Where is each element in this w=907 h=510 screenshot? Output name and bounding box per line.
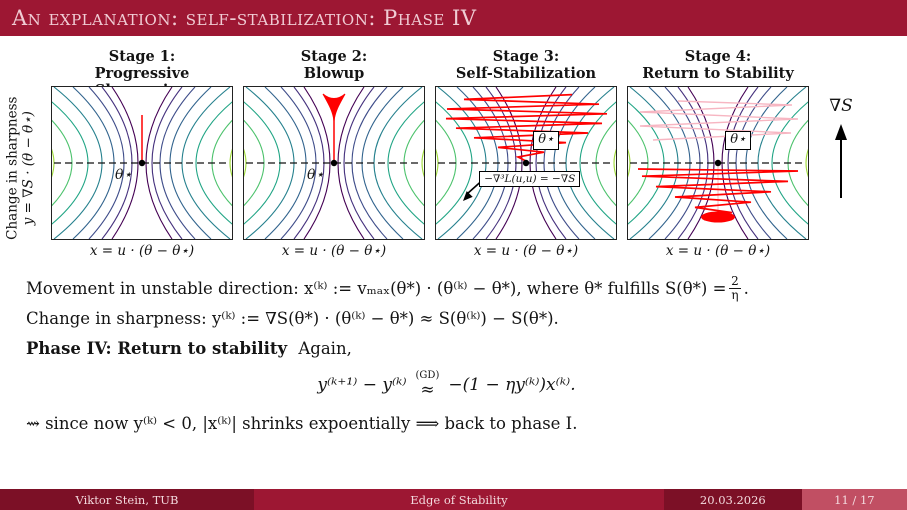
panel-4-subtitle: Return to Stability [642,65,794,83]
panel-stage-1: Stage 1: Progressive Sharpening θ⋆ x = u… [51,48,233,259]
movement-definition-line: Movement in unstable direction: x⁽ᵏ⁾ := … [26,274,907,303]
figure-row: Change in sharpness y = ∇S · (θ − θ⋆) St… [0,48,907,259]
panel-2-stage: Stage 2: [300,48,368,65]
panel-3-stage: Stage 3: [492,48,560,65]
phase-iv-rest: Again, [298,339,352,359]
theta-star-label-1: θ⋆ [115,167,133,183]
contour-plot-3 [436,87,616,239]
slide-header: An explanation: self-stabilization: Phas… [0,0,907,36]
panel-2-subtitle: Blowup [303,65,365,83]
sharpness-definition-line: Change in sharpness: y⁽ᵏ⁾ := ∇S(θ*) · (θ… [26,309,559,329]
approx-relation: (GD) ≈ [416,371,440,399]
equation-lhs: y⁽ᵏ⁺¹⁾ − y⁽ᵏ⁾ [317,375,407,396]
y-axis-label-text: Change in sharpness [4,96,21,240]
panel-3-subtitle: Self-Stabilization [455,65,597,83]
x-axis-label-2: x = u · (θ − θ⋆) [281,243,387,259]
panel-stage-4: Stage 4: Return to Stability θ⋆ x = u · … [627,48,809,259]
up-arrow-icon [835,124,847,198]
conclusion-line: ⇝ since now y⁽ᵏ⁾ < 0, |x⁽ᵏ⁾| shrinks exp… [26,414,578,434]
panel-2-plot: θ⋆ [243,86,425,240]
theta-star-label-2: θ⋆ [307,167,325,183]
x-axis-label-3: x = u · (θ − θ⋆) [473,243,579,259]
equation-rhs: −(1 − ηy⁽ᵏ⁾)x⁽ᵏ⁾. [448,375,576,396]
approx-symbol: ≈ [420,380,435,401]
panel-1-title: Stage 1: Progressive Sharpening [51,48,233,99]
fraction-denominator: η [729,288,741,303]
footer-bar: Viktor Stein, TUB Edge of Stability 20.0… [0,489,907,510]
footer-page-number: 11 / 17 [801,489,907,510]
gradient-direction: ∇S [814,48,868,259]
phase-iv-heading: Phase IV: Return to stability [26,339,288,359]
footer-date: 20.03.2026 [663,489,802,510]
panel-2-title: Stage 2: Blowup [301,48,367,86]
slide-title: An explanation: self-stabilization: Phas… [12,6,477,30]
gd-update-equation: y⁽ᵏ⁺¹⁾ − y⁽ᵏ⁾ (GD) ≈ −(1 − ηy⁽ᵏ⁾)x⁽ᵏ⁾. [26,371,907,399]
contour-plot-1 [52,87,232,239]
panel-stage-3: Stage 3: Self-Stabilization θ⋆ −∇³L(u,u)… [435,48,617,259]
panel-4-stage: Stage 4: [684,48,752,65]
contour-plot-4 [628,87,808,239]
y-axis-label: Change in sharpness y = ∇S · (θ − θ⋆) [0,90,44,246]
phase-iv-line: Phase IV: Return to stability Again, [26,339,907,358]
footer-author: Viktor Stein, TUB [0,489,254,510]
footer-short-title: Edge of Stability [253,489,664,510]
panel-1-stage: Stage 1: [108,48,176,65]
contour-plot-2 [244,87,424,239]
panel-4-title: Stage 4: Return to Stability [642,48,794,86]
fraction-numerator: 2 [731,274,739,288]
third-derivative-annotation: −∇³L(u,u) = −∇S [479,171,581,187]
panel-3-plot: θ⋆ −∇³L(u,u) = −∇S [435,86,617,240]
two-over-eta-fraction: 2 η [729,274,741,303]
panel-3-title: Stage 3: Self-Stabilization [456,48,596,86]
theta-star-box-4: θ⋆ [725,131,752,150]
x-axis-label-1: x = u · (θ − θ⋆) [89,243,195,259]
x-axis-label-4: x = u · (θ − θ⋆) [665,243,771,259]
panel-1-plot: θ⋆ [51,86,233,240]
gd-superscript: (GD) [415,370,440,382]
panel-stage-2: Stage 2: Blowup θ⋆ x = u · (θ − θ⋆) [243,48,425,259]
line1-period: . [743,279,749,299]
gradient-label: ∇S [829,96,853,116]
panel-4-plot: θ⋆ [627,86,809,240]
y-axis-label-math: y = ∇S · (θ − θ⋆) [21,110,37,226]
body-text: Movement in unstable direction: x⁽ᵏ⁾ := … [26,274,907,434]
theta-star-box-3: θ⋆ [533,131,560,150]
movement-definition-text: Movement in unstable direction: x⁽ᵏ⁾ := … [26,279,727,299]
